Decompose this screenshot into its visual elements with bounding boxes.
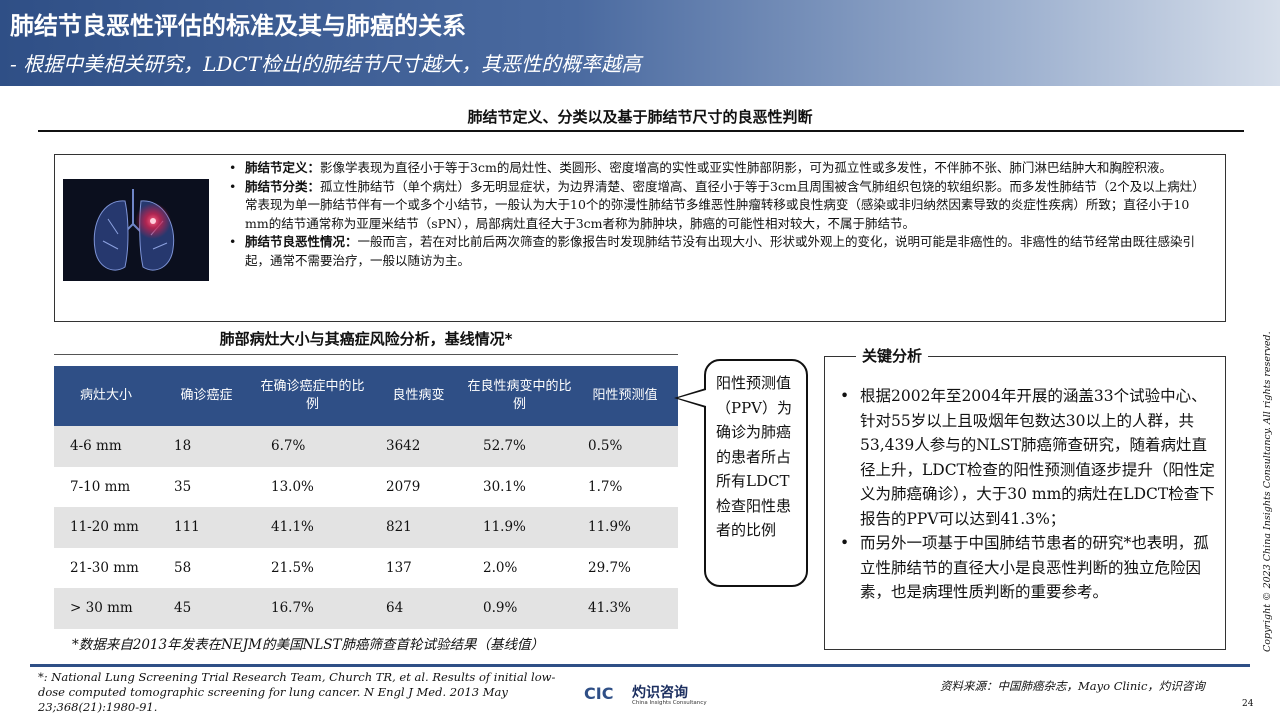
risk-table: 病灶大小 确诊癌症 在确诊癌症中的比例 良性病变 在良性病变中的比例 阳性预测值… — [54, 366, 678, 629]
bullet-icon: • — [229, 178, 237, 194]
copyright-notice: Copyright © 2023 China Insights Consulta… — [1262, 331, 1273, 652]
definition-text: 影像学表现为直径小于等于3cm的局灶性、类圆形、密度增高的实性或亚实性肺部阴影，… — [320, 160, 1172, 175]
logo-mark: CIC — [584, 684, 614, 703]
analysis-text: 而另外一项基于中国肺结节患者的研究*也表明，孤立性肺结节的直径大小是良恶性判断的… — [860, 534, 1209, 601]
ppv-callout: 阳性预测值（PPV）为确诊为肺癌的患者所占所有LDCT检查阳性患者的比例 — [704, 359, 808, 587]
reference-footnote: *: National Lung Screening Trial Researc… — [38, 670, 556, 714]
table-cell: 11.9% — [588, 519, 631, 536]
table-cell: 18 — [174, 438, 192, 455]
bullet-icon: • — [840, 534, 850, 552]
table-cell: 45 — [174, 600, 192, 617]
table-cell: 64 — [386, 600, 404, 617]
table-cell: 7-10 mm — [70, 478, 131, 495]
column-header: 阳性预测值 — [592, 388, 658, 403]
logo-cn-name: 灼识咨询 — [632, 685, 688, 701]
header-banner: 肺结节良恶性评估的标准及其与肺癌的关系 - 根据中美相关研究，LDCT检出的肺结… — [0, 0, 1280, 86]
definition-text: 一般而言，若在对比前后两次筛查的影像报告时发现肺结节没有出现大小、形状或外观上的… — [245, 234, 1196, 268]
table-cell: 58 — [174, 559, 192, 576]
section-title: 肺结节定义、分类以及基于肺结节尺寸的良恶性判断 — [467, 108, 813, 126]
table-cell: 41.1% — [271, 519, 314, 536]
table-cell: 52.7% — [483, 438, 526, 455]
section-divider — [38, 130, 1244, 132]
key-analysis-title: 关键分析 — [856, 345, 929, 366]
table-row: > 30 mm 45 16.7% 64 0.9% 41.3% — [54, 588, 678, 629]
table-cell: 0.5% — [588, 438, 623, 455]
table-row: 4-6 mm 18 6.7% 3642 52.7% 0.5% — [54, 426, 678, 467]
table-row: 7-10 mm 35 13.0% 2079 30.1% 1.7% — [54, 467, 678, 508]
analysis-text: 根据2002年至2004年开展的涵盖33个试验中心、针对55岁以上且吸烟年包数达… — [860, 387, 1215, 528]
list-item: • 而另外一项基于中国肺结节患者的研究*也表明，孤立性肺结节的直径大小是良恶性判断… — [838, 531, 1222, 605]
bullet-icon: • — [840, 387, 850, 405]
column-header: 在确诊癌症中的比例 — [260, 379, 365, 412]
table-cell: 41.3% — [588, 600, 631, 617]
table-cell: 4-6 mm — [70, 438, 122, 455]
column-header: 良性病变 — [392, 388, 445, 403]
key-analysis-box — [824, 356, 1226, 650]
column-header: 在良性病变中的比例 — [467, 379, 572, 412]
definition-list: • 肺结节定义：影像学表现为直径小于等于3cm的局灶性、类圆形、密度增高的实性或亚… — [227, 159, 1215, 270]
table-row: 21-30 mm 58 21.5% 137 2.0% 29.7% — [54, 548, 678, 589]
table-cell: 29.7% — [588, 559, 631, 576]
page-number: 24 — [1242, 699, 1254, 709]
table-title-divider — [54, 354, 678, 355]
callout-pointer-fill — [678, 390, 706, 406]
definition-term: 肺结节分类： — [245, 178, 321, 194]
table-cell: 11-20 mm — [70, 519, 139, 536]
definition-item: • 肺结节分类：孤立性肺结节（单个病灶）多无明显症状，为边界清楚、密度增高、直径小… — [227, 178, 1215, 234]
table-header: 病灶大小 确诊癌症 在确诊癌症中的比例 良性病变 在良性病变中的比例 阳性预测值 — [54, 366, 678, 426]
table-cell: 1.7% — [588, 478, 623, 495]
definition-item: • 肺结节良恶性情况：一般而言，若在对比前后两次筛查的影像报告时发现肺结节没有出现… — [227, 233, 1215, 270]
table-row: 11-20 mm 111 41.1% 821 11.9% 11.9% — [54, 507, 678, 548]
column-header: 病灶大小 — [79, 388, 132, 403]
definition-item: • 肺结节定义：影像学表现为直径小于等于3cm的局灶性、类圆形、密度增高的实性或亚… — [227, 159, 1215, 178]
table-cell: 3642 — [386, 438, 421, 455]
footer-divider — [30, 664, 1250, 667]
source-note: 资料来源：中国肺癌杂志，Mayo Clinic，灼识咨询 — [940, 679, 1205, 693]
table-cell: 21-30 mm — [70, 559, 139, 576]
logo-en-name: China Insights Consultancy — [632, 700, 707, 706]
table-cell: 821 — [386, 519, 412, 536]
table-cell: 0.9% — [483, 600, 518, 617]
table-title: 肺部病灶大小与其癌症风险分析，基线情况* — [219, 330, 513, 348]
table-cell: 11.9% — [483, 519, 526, 536]
company-logo: CIC 灼识咨询 China Insights Consultancy — [584, 682, 707, 712]
table-cell: 35 — [174, 478, 192, 495]
table-cell: 13.0% — [271, 478, 314, 495]
bullet-icon: • — [229, 160, 237, 175]
definition-term: 肺结节良恶性情况： — [245, 234, 358, 249]
key-analysis-list: • 根据2002年至2004年开展的涵盖33个试验中心、针对55岁以上且吸烟年包数… — [838, 384, 1222, 605]
table-cell: 30.1% — [483, 478, 526, 495]
page-title: 肺结节良恶性评估的标准及其与肺癌的关系 — [10, 12, 466, 40]
table-cell: > 30 mm — [70, 600, 133, 617]
page-subtitle: - 根据中美相关研究，LDCT检出的肺结节尺寸越大，其恶性的概率越高 — [10, 52, 642, 76]
table-cell: 16.7% — [271, 600, 314, 617]
definition-box: • 肺结节定义：影像学表现为直径小于等于3cm的局灶性、类圆形、密度增高的实性或亚… — [54, 154, 1226, 322]
column-header: 确诊癌症 — [180, 388, 233, 403]
table-cell: 2079 — [386, 478, 421, 495]
bullet-icon: • — [229, 234, 237, 249]
list-item: • 根据2002年至2004年开展的涵盖33个试验中心、针对55岁以上且吸烟年包数… — [838, 384, 1222, 531]
definition-term: 肺结节定义： — [245, 160, 321, 175]
table-footnote: *数据来自2013年发表在NEJM的美国NLST肺癌筛查首轮试验结果（基线值） — [72, 637, 545, 653]
definition-text: 孤立性肺结节（单个病灶）多无明显症状，为边界清楚、密度增高、直径小于等于3cm且… — [245, 178, 1205, 231]
lung-ct-image — [63, 179, 209, 281]
table-cell: 2.0% — [483, 559, 518, 576]
table-cell: 137 — [386, 559, 412, 576]
table-cell: 6.7% — [271, 438, 306, 455]
table-cell: 21.5% — [271, 559, 314, 576]
table-cell: 111 — [174, 519, 200, 536]
